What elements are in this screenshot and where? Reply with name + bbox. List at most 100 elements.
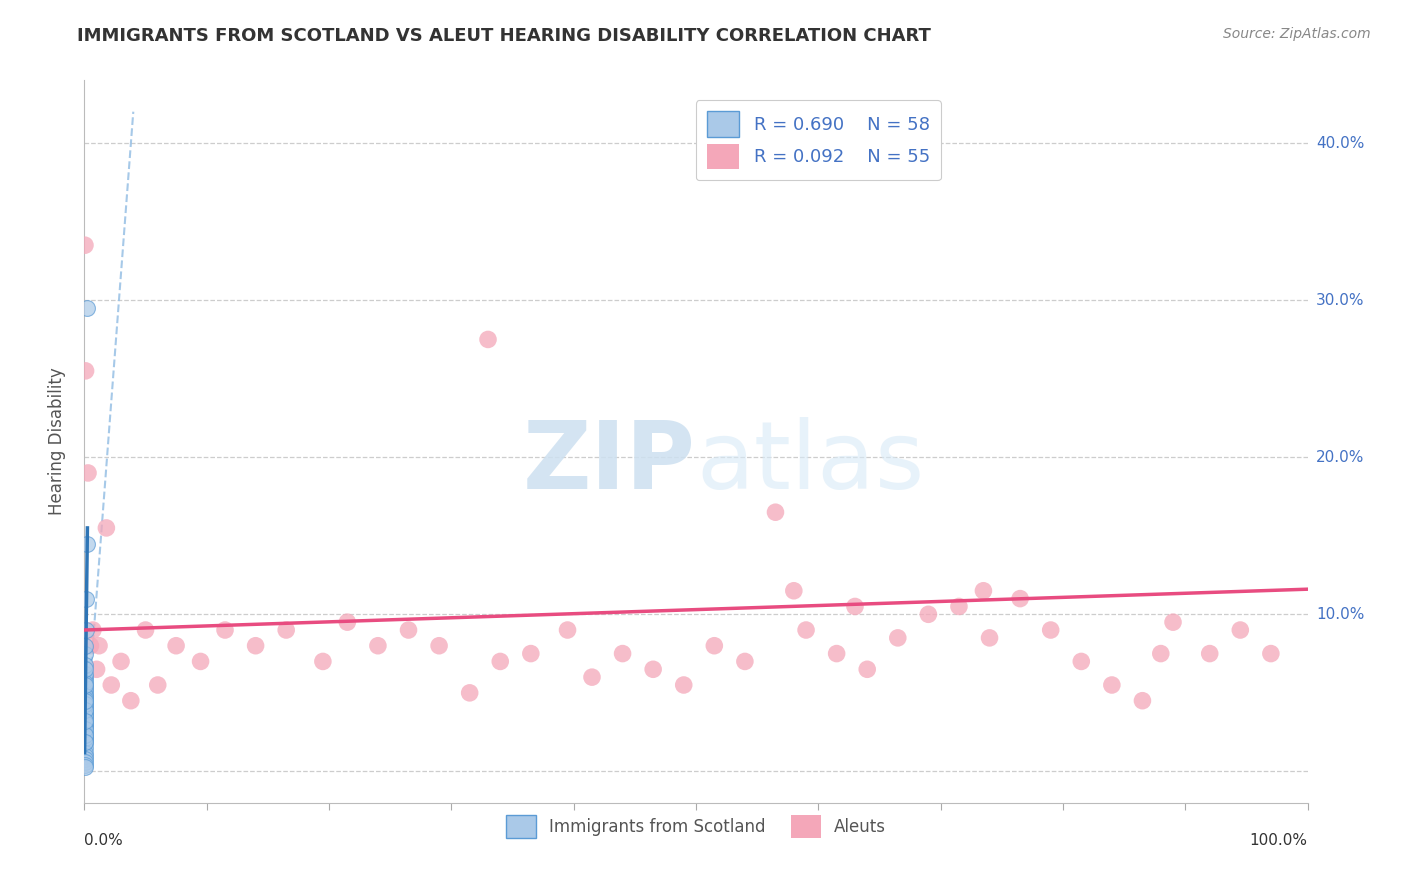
- Point: [73, 719, 96, 733]
- Point: [73, 746, 96, 760]
- Point: [73, 760, 96, 774]
- Point: [398, 623, 420, 637]
- Point: [75, 647, 97, 661]
- Point: [73, 697, 96, 711]
- Point: [887, 631, 910, 645]
- Point: [73, 736, 96, 750]
- Point: [73, 707, 96, 722]
- Point: [165, 639, 187, 653]
- Point: [120, 694, 142, 708]
- Text: atlas: atlas: [696, 417, 924, 509]
- Point: [73, 670, 96, 684]
- Text: 30.0%: 30.0%: [1316, 293, 1364, 308]
- Point: [146, 678, 169, 692]
- Point: [783, 583, 806, 598]
- Point: [73, 713, 96, 727]
- Point: [73, 734, 96, 748]
- Legend: Immigrants from Scotland, Aleuts: Immigrants from Scotland, Aleuts: [498, 806, 894, 847]
- Point: [96, 521, 118, 535]
- Point: [73, 678, 96, 692]
- Point: [100, 678, 122, 692]
- Point: [765, 505, 787, 519]
- Point: [73, 694, 96, 708]
- Point: [794, 623, 817, 637]
- Text: 100.0%: 100.0%: [1250, 833, 1308, 848]
- Point: [581, 670, 603, 684]
- Point: [734, 655, 756, 669]
- Point: [73, 690, 96, 705]
- Point: [135, 623, 157, 637]
- Point: [643, 662, 665, 676]
- Point: [73, 717, 96, 731]
- Point: [73, 722, 96, 736]
- Point: [703, 639, 725, 653]
- Point: [79, 639, 101, 653]
- Point: [825, 647, 848, 661]
- Point: [427, 639, 450, 653]
- Point: [245, 639, 267, 653]
- Text: 20.0%: 20.0%: [1316, 450, 1364, 465]
- Point: [1229, 623, 1251, 637]
- Point: [73, 692, 96, 706]
- Point: [73, 682, 96, 697]
- Point: [73, 686, 96, 700]
- Point: [73, 695, 96, 709]
- Point: [214, 623, 236, 637]
- Point: [73, 720, 96, 734]
- Point: [73, 758, 96, 772]
- Text: IMMIGRANTS FROM SCOTLAND VS ALEUT HEARING DISABILITY CORRELATION CHART: IMMIGRANTS FROM SCOTLAND VS ALEUT HEARIN…: [77, 27, 931, 45]
- Point: [73, 725, 96, 739]
- Point: [73, 689, 96, 703]
- Point: [76, 301, 98, 315]
- Point: [75, 657, 97, 672]
- Point: [73, 705, 96, 719]
- Text: Source: ZipAtlas.com: Source: ZipAtlas.com: [1223, 27, 1371, 41]
- Point: [73, 731, 96, 746]
- Point: [856, 662, 879, 676]
- Point: [1101, 678, 1123, 692]
- Point: [87, 639, 110, 653]
- Point: [520, 647, 543, 661]
- Y-axis label: Hearing Disability: Hearing Disability: [48, 368, 66, 516]
- Point: [1161, 615, 1184, 630]
- Point: [73, 740, 96, 755]
- Point: [86, 662, 108, 676]
- Point: [477, 333, 499, 347]
- Point: [73, 681, 96, 695]
- Point: [73, 727, 96, 741]
- Point: [557, 623, 579, 637]
- Point: [276, 623, 298, 637]
- Point: [1260, 647, 1282, 661]
- Point: [75, 623, 97, 637]
- Point: [73, 709, 96, 723]
- Point: [76, 536, 98, 550]
- Text: 40.0%: 40.0%: [1316, 136, 1364, 151]
- Point: [312, 655, 335, 669]
- Point: [1132, 694, 1154, 708]
- Point: [73, 733, 96, 747]
- Point: [82, 623, 104, 637]
- Point: [73, 714, 96, 728]
- Point: [1010, 591, 1032, 606]
- Point: [489, 655, 512, 669]
- Point: [844, 599, 866, 614]
- Text: 10.0%: 10.0%: [1316, 607, 1364, 622]
- Point: [917, 607, 939, 622]
- Point: [73, 701, 96, 715]
- Point: [110, 655, 132, 669]
- Point: [336, 615, 359, 630]
- Text: ZIP: ZIP: [523, 417, 696, 509]
- Point: [73, 748, 96, 763]
- Point: [73, 715, 96, 730]
- Point: [73, 730, 96, 744]
- Point: [190, 655, 212, 669]
- Point: [1150, 647, 1173, 661]
- Point: [73, 752, 96, 766]
- Point: [612, 647, 634, 661]
- Point: [1070, 655, 1092, 669]
- Point: [73, 698, 96, 713]
- Point: [73, 714, 96, 728]
- Point: [73, 238, 96, 252]
- Point: [972, 583, 994, 598]
- Point: [458, 686, 481, 700]
